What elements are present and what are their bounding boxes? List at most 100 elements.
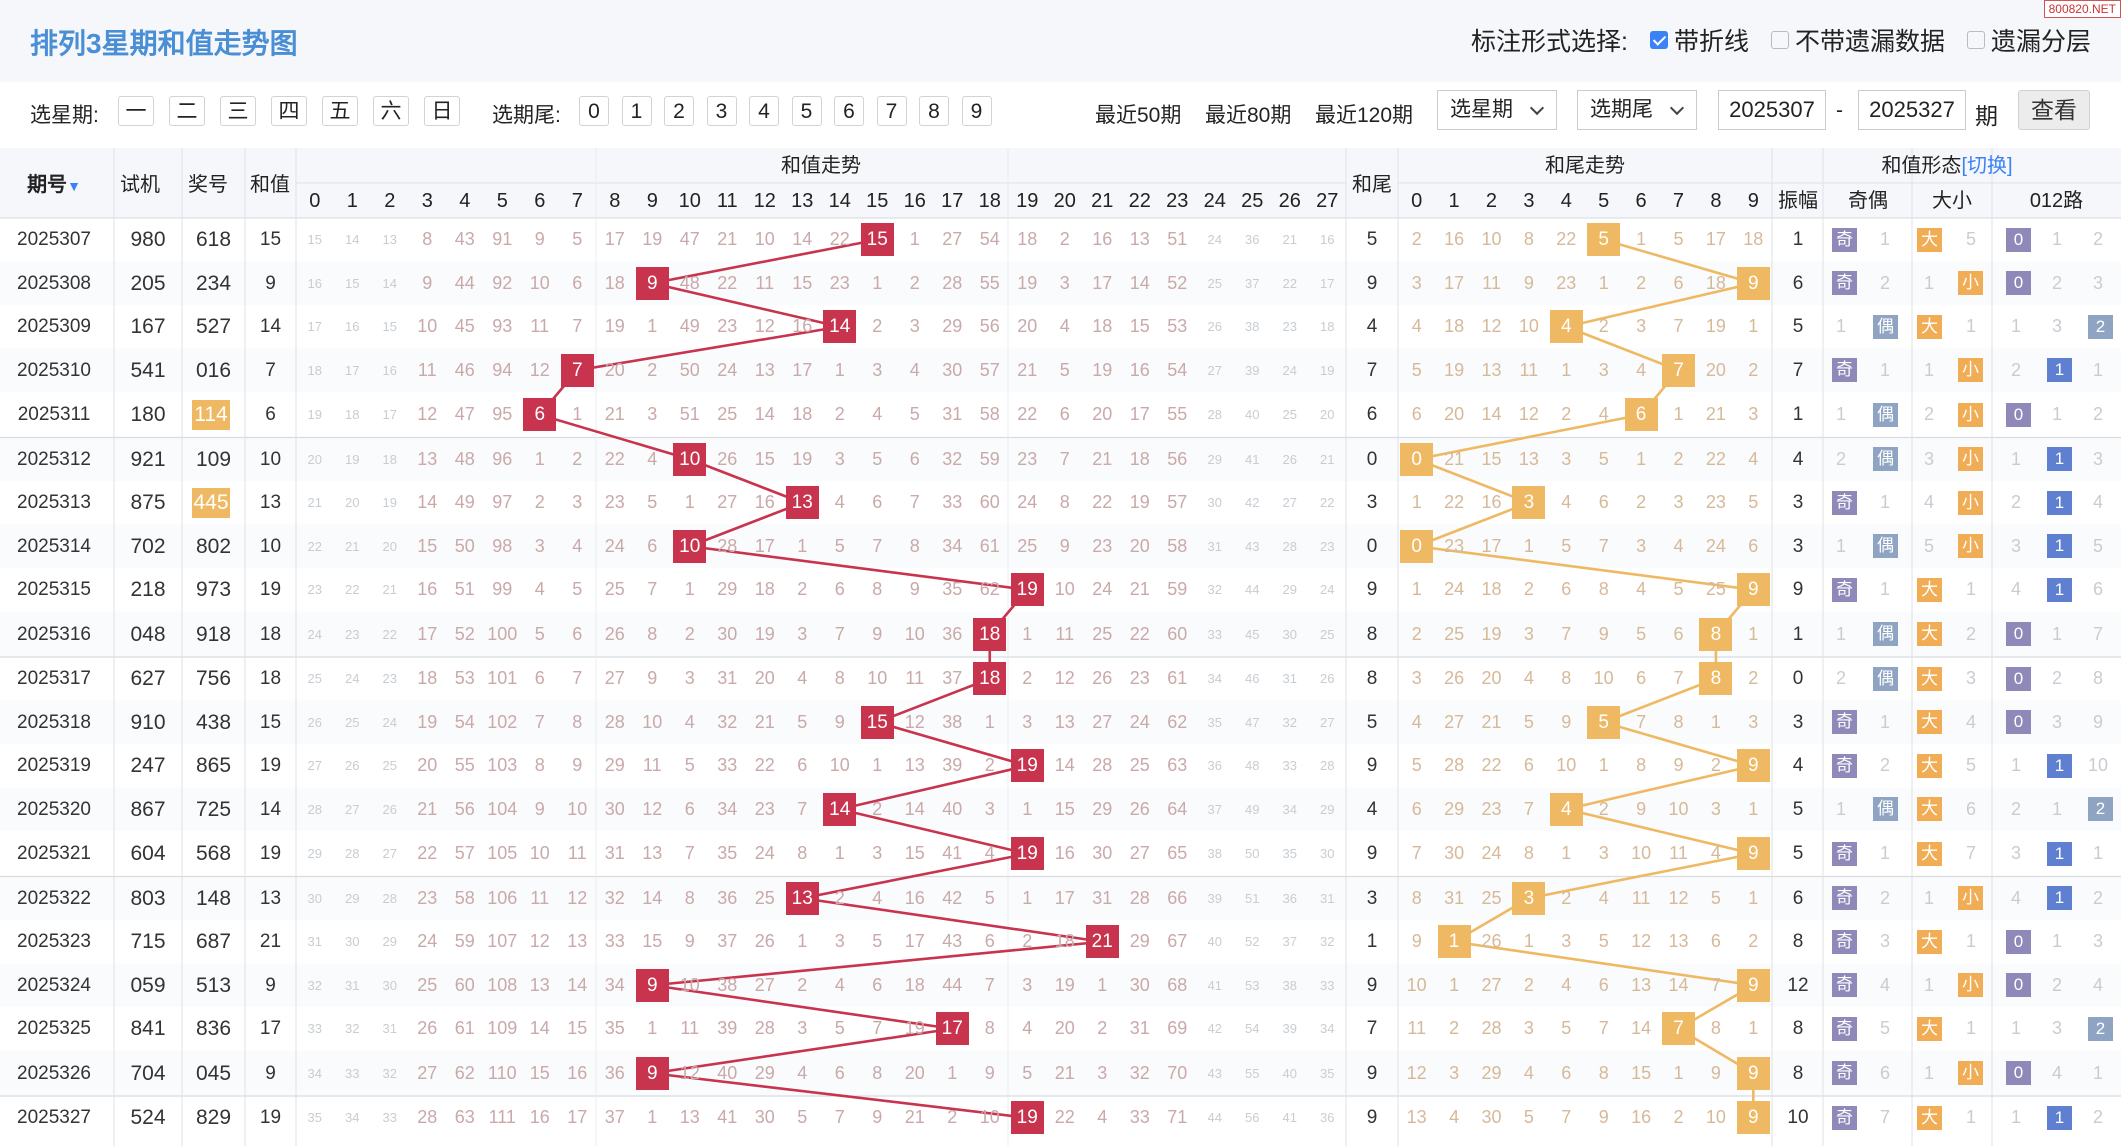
prize-cell: 114	[192, 399, 230, 430]
recent-120-link[interactable]: 最近120期	[1315, 104, 1414, 127]
tail-hit-marker: 7	[1662, 1012, 1695, 1046]
sum-miss-value: 14	[567, 974, 588, 995]
sum-miss-value: 24	[1207, 232, 1222, 247]
tail-hit-marker: 8	[1699, 617, 1733, 651]
polyline-checkbox[interactable]	[1649, 31, 1668, 49]
sum-miss-value: 34	[1282, 801, 1297, 817]
sum-value-header: 12	[753, 190, 776, 212]
to-issue-input[interactable]: 2025327	[1858, 90, 1966, 130]
query-button[interactable]: 查看	[2018, 90, 2090, 130]
sum-miss-value: 18	[1092, 316, 1113, 336]
even-tag: 偶	[1873, 622, 1898, 647]
sum-miss-value: 9	[1059, 535, 1070, 556]
weekday-select[interactable]: 选星期	[1437, 90, 1557, 130]
sum-miss-value: 30	[1320, 846, 1335, 861]
route-miss-value: 1	[2010, 1107, 2021, 1127]
small-miss-value: 3	[1965, 668, 1976, 688]
tail-miss-value: 12	[1406, 1062, 1427, 1083]
even-miss-value: 2	[1879, 755, 1890, 775]
tail-chip[interactable]: 8	[919, 96, 949, 126]
tail-cell: 4	[1366, 316, 1378, 337]
tail-chip[interactable]: 1	[621, 96, 652, 126]
miss-layer-checkbox[interactable]	[1966, 31, 1985, 49]
sum-miss-value: 26	[604, 623, 625, 644]
sum-miss-value: 99	[492, 579, 513, 599]
sum-miss-value: 30	[604, 798, 625, 819]
sum-miss-value: 3	[534, 535, 545, 556]
sum-miss-value: 2	[947, 1107, 958, 1127]
sum-miss-value: 3	[797, 1018, 808, 1038]
tail-chip[interactable]: 4	[749, 96, 779, 126]
route-0-tag: 0	[2006, 402, 2031, 427]
weekday-chip[interactable]: 五	[322, 96, 358, 126]
weekday-chip[interactable]: 日	[424, 96, 460, 126]
tail-chip[interactable]: 3	[706, 96, 737, 126]
tail-miss-value: 23	[1444, 535, 1465, 556]
sum-miss-value: 70	[1167, 1062, 1188, 1083]
shape-switch-link[interactable]: [切换]	[1961, 155, 2013, 177]
sum-miss-value: 16	[529, 1107, 550, 1127]
big-tag: 大	[1917, 622, 1942, 647]
sum-miss-value: 93	[492, 316, 513, 336]
issue-column-header[interactable]: 期号▼	[27, 174, 81, 196]
odd-tag: 奇	[1832, 227, 1857, 252]
trial-cell: 059	[130, 973, 166, 997]
sum-miss-value: 3	[984, 798, 995, 819]
tail-value-header: 2	[1485, 190, 1498, 212]
sum-miss-value: 32	[345, 1021, 360, 1036]
sum-miss-value: 2	[1059, 229, 1070, 249]
miss-layer-label[interactable]: 遗漏分层	[1990, 28, 2091, 56]
weekday-chip[interactable]: 四	[271, 96, 307, 126]
sum-cell: 21	[259, 931, 282, 952]
tail-cell: 9	[1366, 974, 1378, 996]
tail-chip[interactable]: 0	[579, 96, 609, 126]
tail-cell: 5	[1366, 711, 1378, 733]
tail-chip[interactable]: 2	[664, 96, 694, 126]
sum-miss-value: 23	[604, 492, 625, 512]
tail-select[interactable]: 选期尾	[1577, 90, 1697, 130]
small-tag: 小	[1958, 402, 1983, 427]
sum-cell: 15	[259, 229, 282, 250]
tail-chip[interactable]: 7	[876, 96, 907, 126]
tail-chip[interactable]: 5	[791, 96, 822, 126]
recent-80-link[interactable]: 最近80期	[1205, 104, 1292, 127]
route-miss-value: 4	[2092, 974, 2103, 995]
no-miss-label[interactable]: 不带遗漏数据	[1794, 28, 1945, 56]
tail-miss-value: 5	[1673, 579, 1684, 599]
sum-miss-value: 7	[909, 492, 920, 512]
sum-miss-value: 11	[905, 668, 925, 688]
weekday-chip[interactable]: 六	[373, 96, 409, 126]
sum-miss-value: 35	[942, 579, 963, 599]
tail-miss-value: 2	[1673, 448, 1684, 469]
route-miss-value: 4	[2051, 1062, 2062, 1083]
tail-miss-value: 2	[1673, 1107, 1684, 1127]
sum-hit-marker: 6	[523, 398, 557, 432]
recent-50-link[interactable]: 最近50期	[1095, 104, 1182, 127]
sum-miss-value: 31	[1320, 890, 1335, 906]
polyline-label[interactable]: 带折线	[1673, 28, 1749, 56]
sum-miss-value: 28	[1092, 755, 1113, 775]
tail-chip[interactable]: 6	[834, 96, 864, 126]
from-issue-input[interactable]: 2025307	[1718, 90, 1826, 130]
sum-miss-value: 54	[1167, 359, 1188, 380]
weekday-chip[interactable]: 二	[169, 96, 205, 126]
sum-miss-value: 15	[642, 931, 663, 951]
weekday-chip[interactable]: 三	[220, 96, 256, 126]
sum-miss-value: 21	[1129, 579, 1150, 599]
sum-miss-value: 59	[1167, 579, 1188, 599]
sort-down-icon[interactable]: ▼	[67, 178, 81, 194]
tail-miss-value: 9	[1411, 931, 1422, 951]
sum-miss-value: 20	[417, 755, 438, 775]
prize-cell: 829	[195, 1106, 232, 1129]
tail-miss-value: 17	[1481, 535, 1502, 556]
no-miss-checkbox[interactable]	[1770, 31, 1789, 49]
sum-miss-value: 25	[345, 714, 360, 730]
route-0-tag: 0	[2006, 227, 2031, 252]
weekday-chip[interactable]: 一	[118, 96, 154, 126]
sum-miss-value: 10	[979, 1107, 1000, 1127]
sum-column-header: 和值	[250, 174, 290, 196]
prize-column-header: 奖号	[188, 174, 228, 196]
sum-miss-value: 111	[488, 1107, 516, 1127]
tail-chip[interactable]: 9	[961, 96, 992, 126]
sum-miss-value: 31	[1092, 887, 1113, 908]
